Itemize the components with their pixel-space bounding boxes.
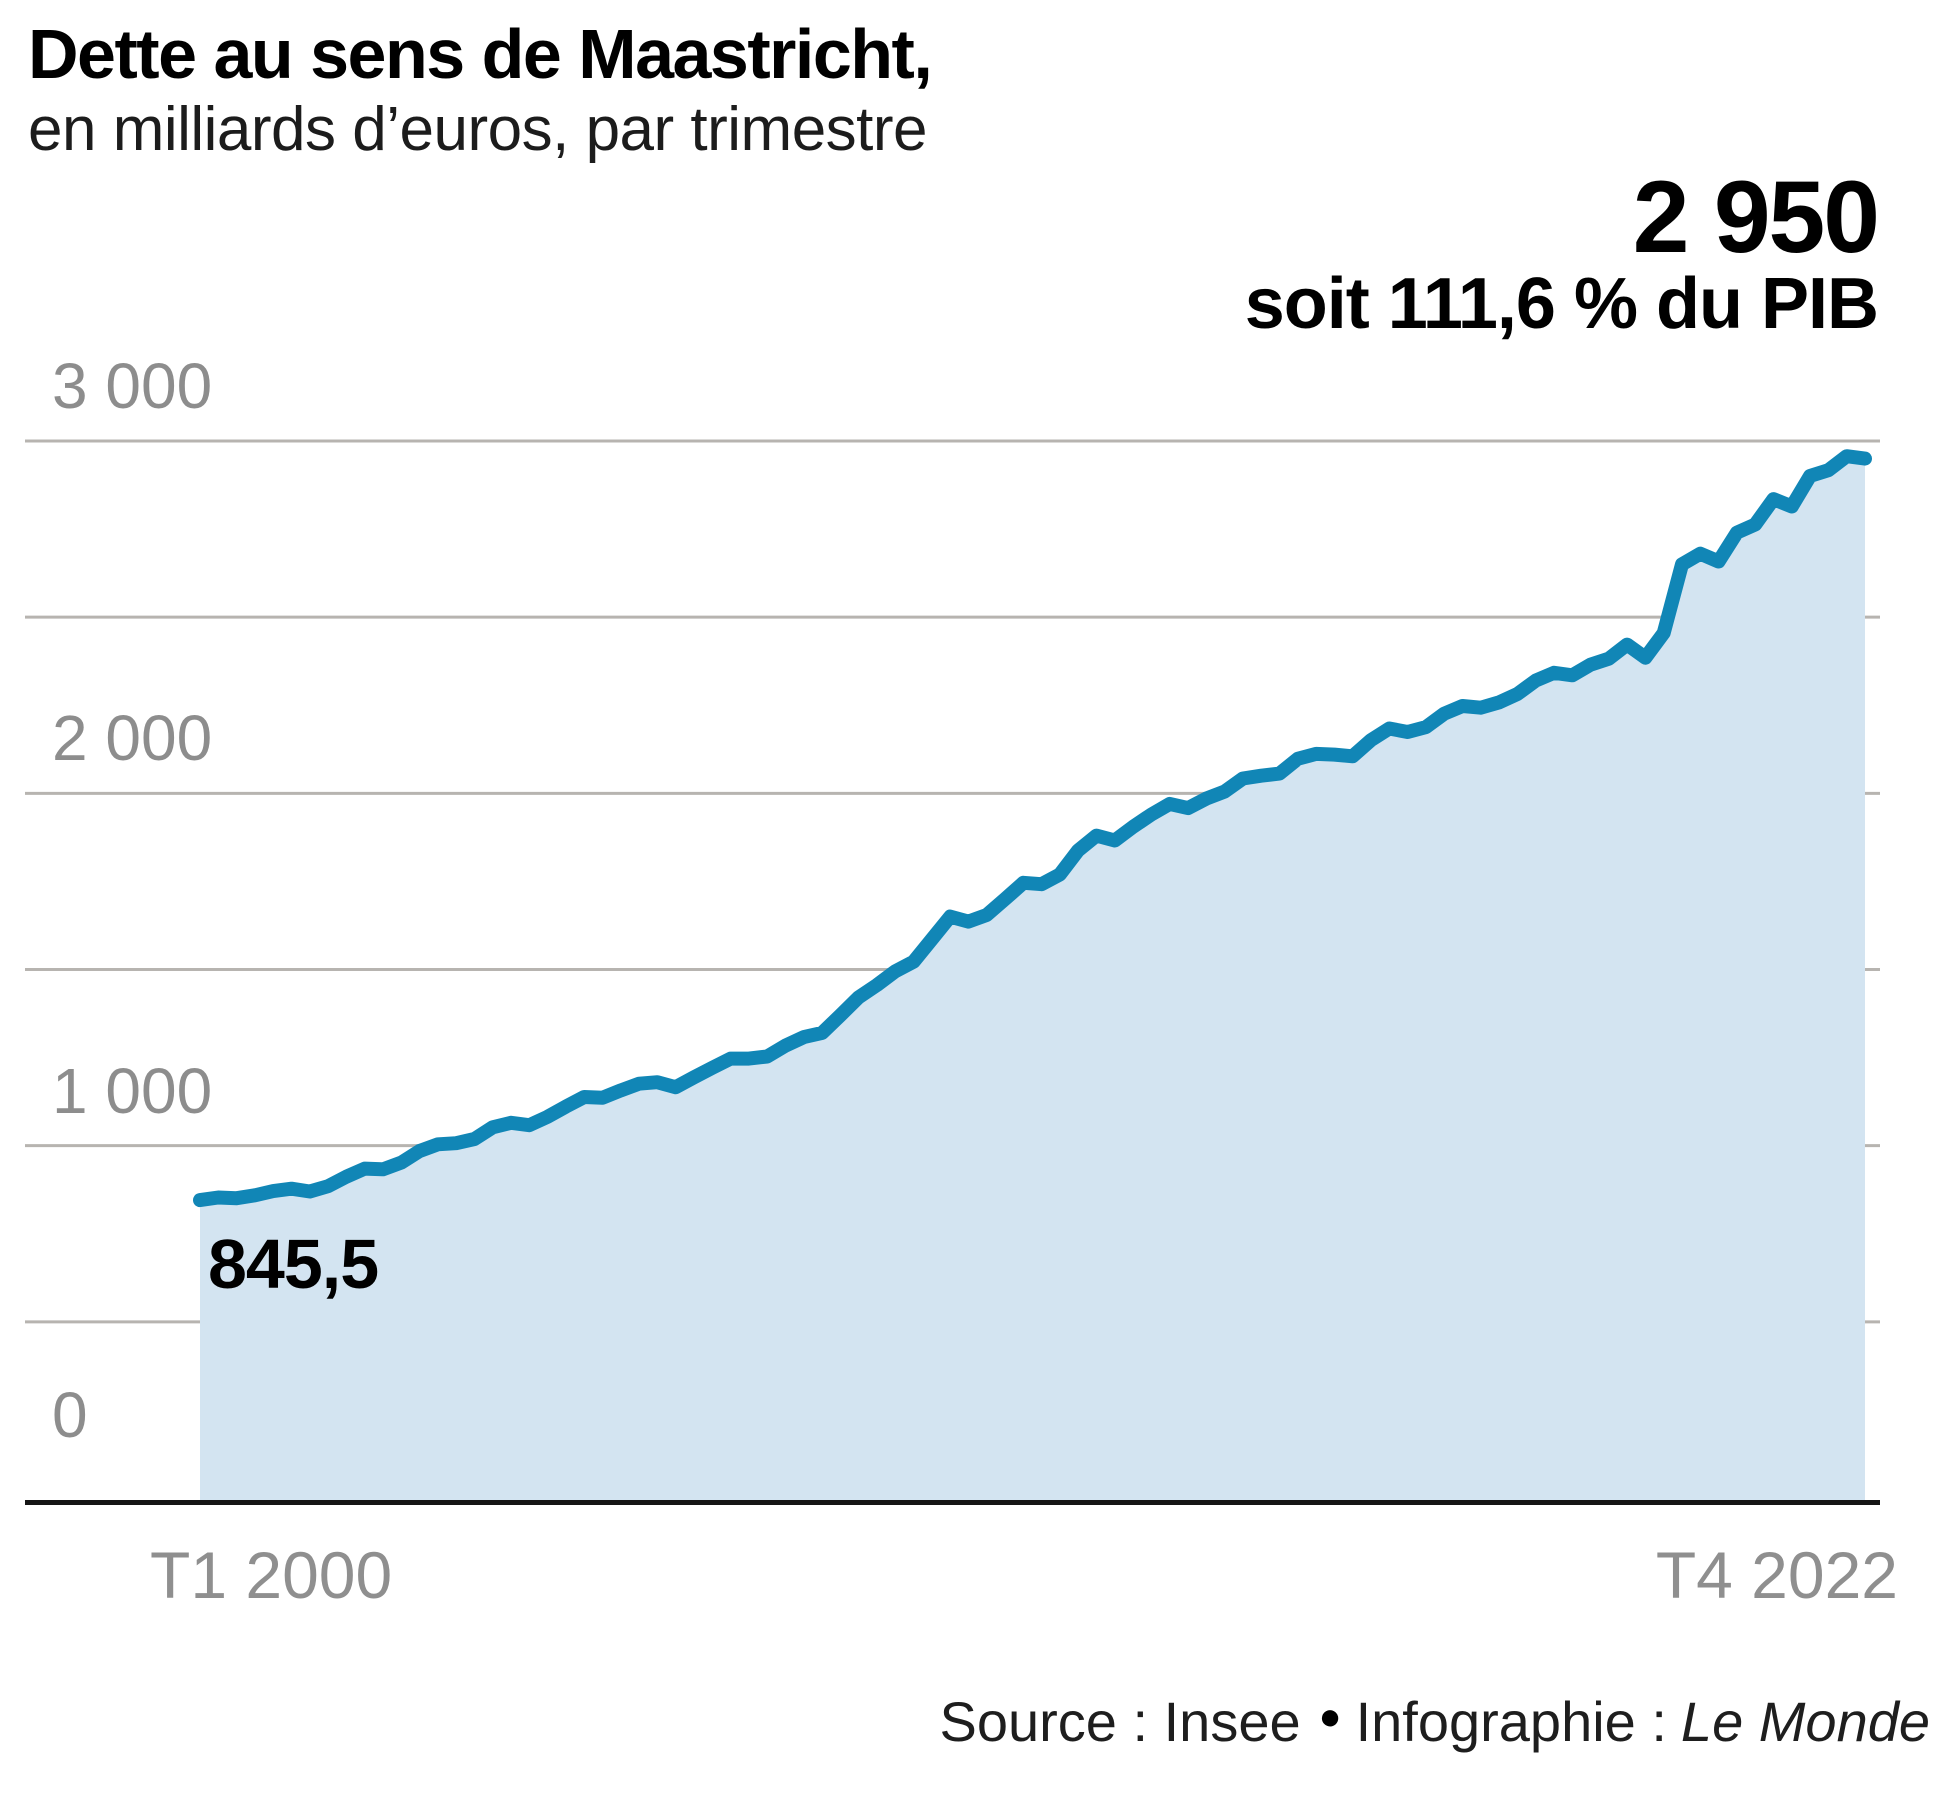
y-tick-label-0: 0 [52, 1379, 88, 1451]
credit-label: Infographie : [1355, 1690, 1667, 1753]
y-tick-label-3000: 3 000 [52, 350, 213, 422]
y-tick-label-2000: 2 000 [52, 702, 213, 775]
end-value-annotation: 2 950 [1632, 160, 1880, 274]
x-axis-start-label: T1 2000 [150, 1538, 393, 1612]
bullet-separator-icon: ● [1318, 1696, 1342, 1738]
y-tick-label-1000: 1 000 [52, 1054, 213, 1127]
debt-line [193, 449, 1872, 1208]
x-axis-end-label: T4 2022 [1655, 1538, 1898, 1612]
source-line: Source : Insee ● Infographie : Le Monde [940, 1688, 1930, 1755]
end-value-gdp-share: soit 111,6 % du PIB [1244, 264, 1879, 344]
start-value-label: 845,5 [208, 1225, 379, 1303]
debt-area-fill [200, 456, 1865, 1501]
source-label: Source : Insee [939, 1690, 1301, 1753]
credit-name: Le Monde [1680, 1690, 1930, 1753]
chart-title: Dette au sens de Maastricht, [28, 15, 933, 93]
chart-subtitle: en milliards d’euros, par trimestre [28, 95, 928, 164]
